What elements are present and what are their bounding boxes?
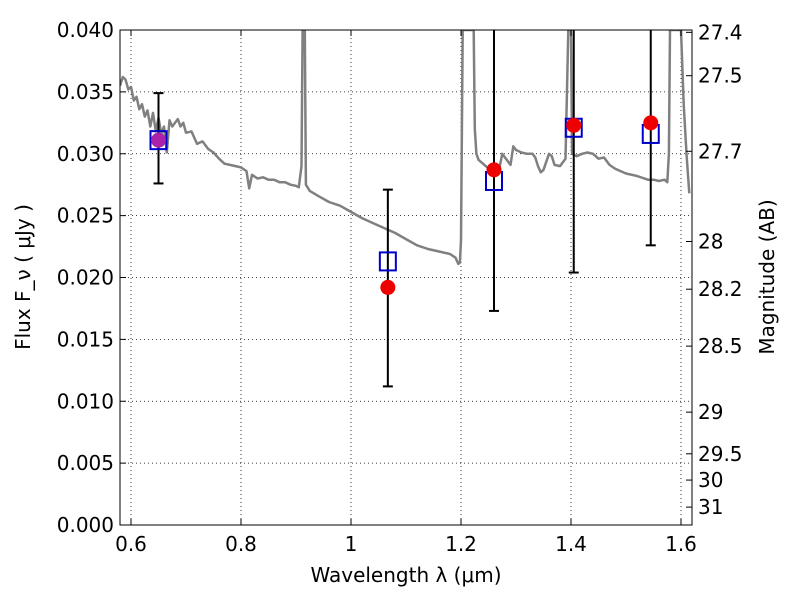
right-axis-ticks: 27.4 27.5 27.7 28 28.2 28.5 29 29.530 31 <box>686 20 743 519</box>
y-tick-label: 0.030 <box>57 142 114 166</box>
circle-marker <box>566 117 582 133</box>
model-spectrum <box>120 30 691 266</box>
y-tick-label: 0.000 <box>57 513 114 537</box>
x-tick-label: 0.8 <box>225 532 257 556</box>
x-tick-label: 1.2 <box>445 532 477 556</box>
x-tick-label: 1.6 <box>665 532 697 556</box>
right-tick-label: 27.4 <box>698 20 743 44</box>
grid <box>120 29 692 526</box>
right-axis-label: Magnitude (AB) <box>755 199 779 354</box>
x-tick-label: 0.6 <box>115 532 147 556</box>
square-markers <box>149 117 660 272</box>
right-tick-label: 28 <box>698 230 723 254</box>
error-bars <box>153 30 656 388</box>
y-tick-label: 0.010 <box>57 389 114 413</box>
right-tick-label: 28.5 <box>698 334 743 358</box>
right-tick-label: 31 <box>698 495 723 519</box>
x-tick-label: 1.4 <box>555 532 587 556</box>
y-tick-label: 0.025 <box>57 204 114 228</box>
right-tick-label: 27.5 <box>698 64 743 88</box>
x-axis-ticks: 0.6 0.8 1 1.2 1.4 1.6 <box>115 30 697 556</box>
y-tick-label: 0.015 <box>57 327 114 351</box>
right-tick-label: 30 <box>698 468 723 492</box>
square-marker <box>378 251 397 272</box>
right-tick-label: 29 <box>698 400 723 424</box>
circle-markers <box>151 115 659 295</box>
y-tick-label: 0.035 <box>57 80 114 104</box>
square-marker <box>149 130 168 151</box>
y-axis-label: Flux F_ν ( μJy ) <box>11 204 35 350</box>
right-tick-label: 27.7 <box>698 139 743 163</box>
right-tick-label: 29.5 <box>698 442 743 466</box>
circle-marker <box>151 132 166 148</box>
model-spectrum-line <box>120 30 691 266</box>
circle-marker <box>486 162 502 178</box>
x-tick-label: 1 <box>345 532 358 556</box>
y-tick-label: 0.040 <box>57 18 114 42</box>
y-tick-label: 0.020 <box>57 266 114 290</box>
plot-frame <box>119 29 693 526</box>
circle-marker <box>380 279 396 295</box>
x-axis-label: Wavelength λ (μm) <box>310 563 501 587</box>
y-tick-label: 0.005 <box>57 451 114 475</box>
y-axis-ticks: 0.000 0.005 0.010 0.015 0.020 0.025 0.030 0.035… <box>57 18 126 537</box>
circle-marker <box>643 115 659 131</box>
right-tick-label: 28.2 <box>698 277 743 301</box>
